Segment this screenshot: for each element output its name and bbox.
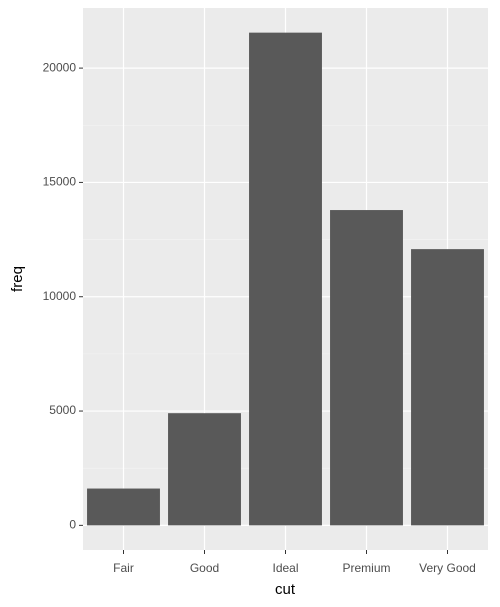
y-tick-label: 5000 bbox=[49, 403, 76, 417]
x-tick-label: Fair bbox=[113, 561, 134, 575]
bar bbox=[168, 413, 241, 526]
bar bbox=[249, 32, 322, 526]
x-tick-label: Good bbox=[190, 561, 219, 575]
y-tick-label: 10000 bbox=[43, 289, 77, 303]
x-tick-label: Premium bbox=[342, 561, 390, 575]
y-tick-label: 0 bbox=[69, 518, 76, 532]
x-axis-title: cut bbox=[275, 581, 296, 598]
bar bbox=[87, 488, 160, 526]
bar bbox=[330, 210, 403, 526]
y-tick-label: 20000 bbox=[43, 60, 77, 74]
y-tick-label: 15000 bbox=[43, 175, 77, 189]
bar bbox=[411, 249, 484, 526]
x-tick-label: Very Good bbox=[419, 561, 476, 575]
x-tick-label: Ideal bbox=[272, 561, 298, 575]
y-axis-title: freq bbox=[9, 266, 26, 292]
